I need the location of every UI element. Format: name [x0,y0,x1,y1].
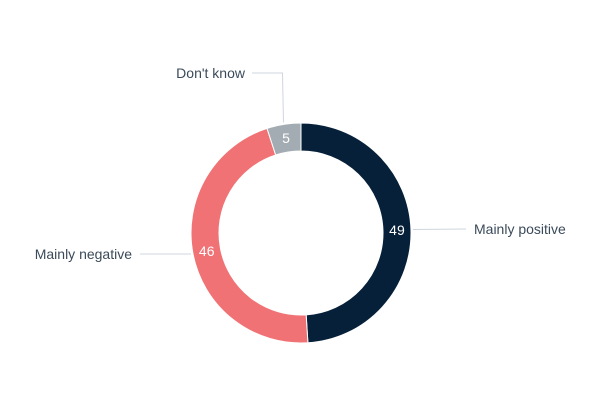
leader-line-don-t-know [252,72,284,123]
category-label-don-t-know: Don't know [176,65,246,81]
category-label-mainly-negative: Mainly negative [35,246,132,262]
category-label-mainly-positive: Mainly positive [474,221,566,237]
slice-mainly-negative [190,127,309,344]
data-label-mainly-positive: 49 [389,222,405,238]
slice-mainly-positive [300,122,412,344]
data-label-mainly-negative: 46 [199,243,215,259]
slice-don-t-know [266,122,302,156]
data-label-don-t-know: 5 [282,130,290,146]
